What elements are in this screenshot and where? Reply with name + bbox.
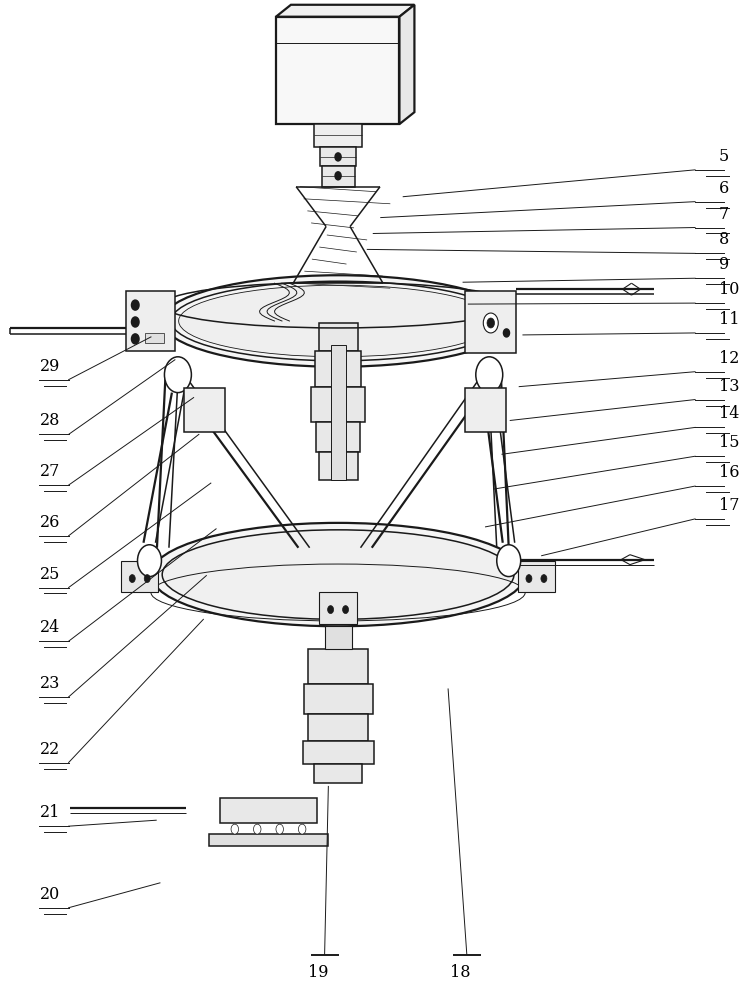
Circle shape (335, 172, 341, 180)
Text: 20: 20 (39, 886, 60, 903)
Circle shape (131, 300, 139, 310)
Circle shape (231, 824, 238, 834)
Text: 29: 29 (39, 358, 60, 375)
Bar (465, 388, 507, 432)
Text: 8: 8 (719, 231, 729, 248)
Bar (465, 291, 516, 353)
Text: 9: 9 (719, 256, 729, 273)
Text: 23: 23 (39, 675, 60, 692)
Bar (315, 351, 361, 387)
Bar (314, 124, 362, 147)
Bar (317, 422, 360, 452)
Ellipse shape (162, 275, 514, 367)
Circle shape (131, 334, 139, 344)
Text: 13: 13 (719, 378, 739, 395)
Bar (276, 17, 400, 124)
Ellipse shape (151, 523, 526, 626)
Text: 28: 28 (39, 412, 60, 429)
Circle shape (276, 824, 284, 834)
Bar (325, 626, 351, 649)
Bar (220, 798, 317, 823)
Ellipse shape (179, 285, 498, 357)
Text: 22: 22 (39, 741, 60, 758)
Circle shape (137, 545, 161, 577)
Circle shape (483, 313, 498, 333)
Bar (320, 147, 356, 166)
Polygon shape (276, 5, 415, 17)
Text: 25: 25 (39, 566, 60, 583)
Circle shape (504, 329, 510, 337)
Circle shape (144, 575, 150, 583)
Text: 14: 14 (719, 405, 739, 422)
Circle shape (299, 824, 306, 834)
Bar (209, 834, 328, 846)
Bar (322, 166, 354, 187)
Bar (311, 387, 365, 422)
Circle shape (253, 824, 261, 834)
Bar (320, 592, 357, 624)
Circle shape (327, 606, 333, 614)
Circle shape (541, 575, 547, 583)
Circle shape (129, 575, 135, 583)
Text: 15: 15 (719, 434, 739, 451)
Text: 7: 7 (719, 206, 729, 223)
Text: 18: 18 (450, 964, 470, 981)
Bar (145, 333, 164, 343)
Text: 6: 6 (719, 180, 729, 197)
Text: 24: 24 (39, 619, 60, 636)
Ellipse shape (162, 530, 514, 619)
Circle shape (335, 153, 341, 161)
Text: 11: 11 (719, 311, 739, 328)
Bar (184, 388, 225, 432)
Bar (121, 561, 158, 592)
Bar (302, 741, 374, 764)
Bar (314, 764, 363, 783)
Text: 5: 5 (719, 148, 729, 165)
Bar (304, 684, 372, 714)
Bar (518, 561, 555, 592)
Text: 16: 16 (719, 464, 739, 481)
Circle shape (487, 318, 495, 328)
Circle shape (497, 545, 521, 577)
Bar (319, 323, 357, 351)
Circle shape (342, 606, 348, 614)
Circle shape (131, 317, 139, 327)
Circle shape (476, 357, 503, 393)
Polygon shape (400, 5, 415, 124)
Circle shape (164, 357, 192, 393)
Ellipse shape (171, 281, 505, 361)
Circle shape (526, 575, 532, 583)
Text: 26: 26 (39, 514, 60, 531)
Text: 12: 12 (719, 350, 739, 367)
Text: 21: 21 (39, 804, 60, 821)
Bar (330, 345, 345, 480)
Bar (319, 452, 357, 480)
Bar (308, 649, 368, 684)
Text: 17: 17 (719, 497, 739, 514)
Bar (308, 714, 368, 741)
Text: 10: 10 (719, 281, 739, 298)
Text: 19: 19 (308, 964, 328, 981)
Text: 27: 27 (39, 463, 60, 480)
Bar (126, 291, 175, 351)
